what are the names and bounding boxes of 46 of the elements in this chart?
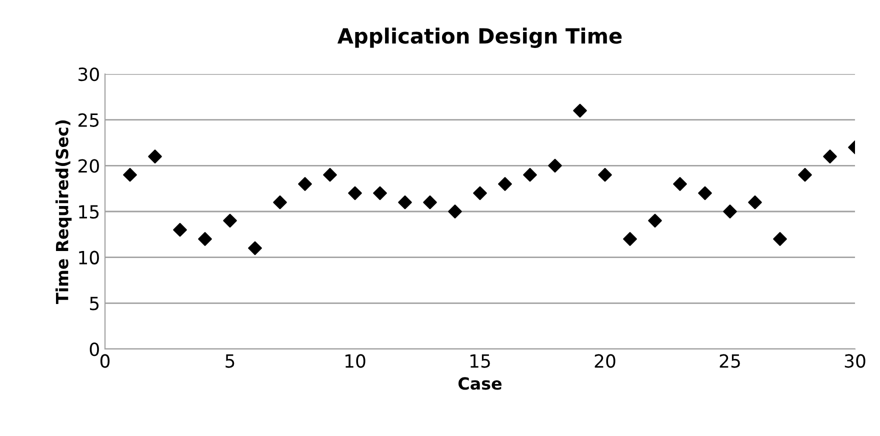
x-tick-label: 25 bbox=[720, 354, 740, 368]
point bbox=[248, 241, 262, 256]
point bbox=[673, 177, 687, 191]
x-axis-title: Case bbox=[458, 377, 502, 390]
point bbox=[548, 158, 562, 173]
x-tick-label: 30 bbox=[844, 354, 866, 368]
x-tick-label: 10 bbox=[345, 354, 366, 368]
point bbox=[398, 195, 412, 210]
y-tick-label: 20 bbox=[78, 159, 99, 173]
point bbox=[173, 222, 187, 237]
chart-title: Application Design Time bbox=[337, 28, 622, 48]
y-tick-label: 15 bbox=[79, 205, 99, 219]
y-tick-label: 25 bbox=[78, 113, 99, 127]
point bbox=[748, 195, 762, 210]
point bbox=[473, 186, 487, 200]
x-tick-label: 5 bbox=[226, 354, 234, 368]
point bbox=[523, 168, 537, 182]
point bbox=[323, 168, 337, 182]
point bbox=[823, 150, 837, 164]
y-axis-title: Time Required(Sec) bbox=[55, 120, 72, 304]
y-tick-label: 10 bbox=[79, 250, 99, 264]
y-tick-label: 0 bbox=[90, 342, 99, 356]
y-tick-label: 5 bbox=[90, 296, 99, 310]
x-tick-label: 0 bbox=[100, 354, 110, 368]
point bbox=[798, 168, 812, 182]
point bbox=[573, 104, 587, 118]
point bbox=[223, 214, 237, 228]
x-tick-label: 15 bbox=[470, 354, 490, 368]
x-tick-label: 20 bbox=[594, 354, 616, 368]
point bbox=[773, 232, 787, 246]
point bbox=[298, 177, 312, 191]
point bbox=[698, 186, 712, 200]
point bbox=[598, 168, 612, 182]
point bbox=[498, 177, 512, 191]
point bbox=[423, 195, 437, 210]
point bbox=[123, 168, 137, 182]
point bbox=[723, 204, 737, 218]
point bbox=[348, 186, 362, 200]
point bbox=[448, 204, 462, 218]
point bbox=[273, 195, 287, 210]
point bbox=[623, 232, 637, 246]
y-tick-label: 30 bbox=[78, 67, 99, 82]
point bbox=[198, 232, 212, 246]
point bbox=[148, 150, 162, 164]
point bbox=[648, 214, 662, 228]
point bbox=[373, 186, 387, 200]
